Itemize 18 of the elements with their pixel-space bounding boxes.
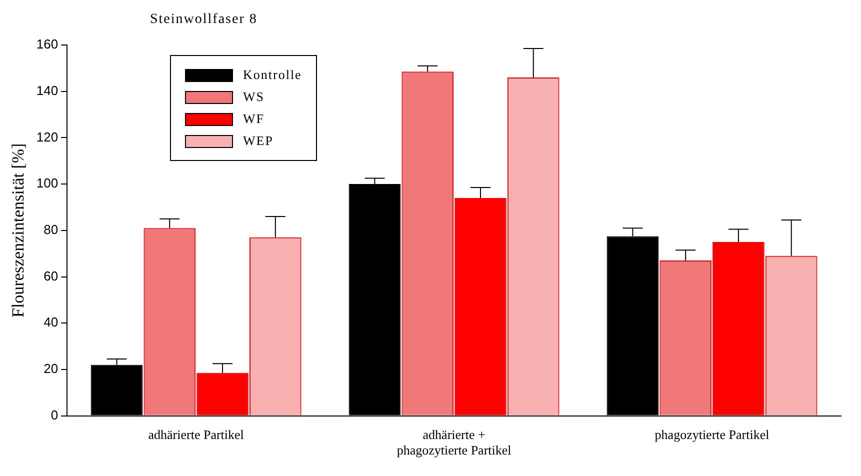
y-tick-label: 160	[36, 36, 58, 52]
x-tick-label: adhärierte Partikel	[148, 427, 244, 442]
legend-label: Kontrolle	[242, 66, 302, 84]
y-tick-label: 0	[50, 407, 58, 422]
y-tick-label: 100	[36, 176, 58, 191]
y-tick-label: 140	[36, 82, 58, 98]
legend-label: WEP	[242, 132, 274, 150]
legend-label: WS	[242, 88, 266, 106]
y-tick-label: 60	[44, 268, 58, 284]
x-tick-label: adhärierte + phagozytierte Partikel	[396, 427, 512, 458]
x-tick-label: phagozytierte Partikel	[654, 427, 770, 442]
y-axis-title: Floureszenzintensität [%]	[8, 143, 28, 318]
y-tick-label: 80	[44, 222, 58, 237]
y-tick-label: 20	[44, 361, 58, 376]
legend-label: WF	[242, 110, 266, 128]
y-tick-label: 120	[36, 129, 58, 144]
y-tick-label: 40	[44, 314, 58, 330]
chart-title: Steinwollfaser 8	[150, 12, 258, 28]
